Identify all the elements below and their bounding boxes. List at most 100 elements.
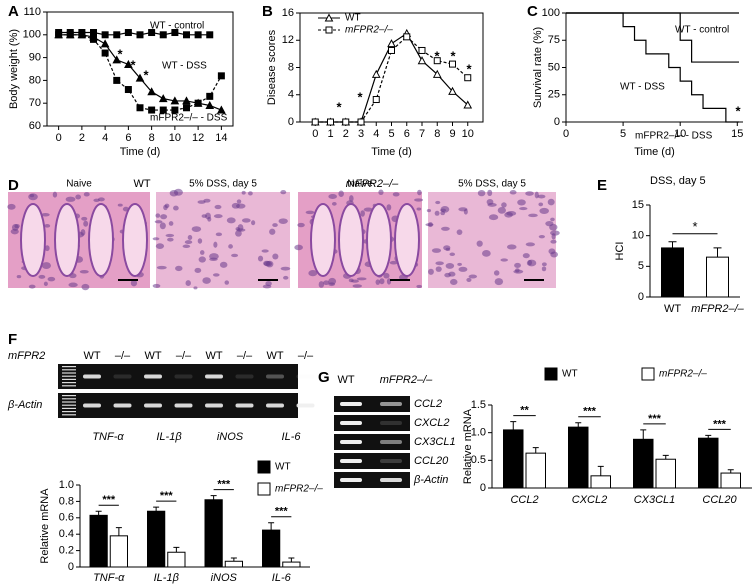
panel-label: F <box>8 331 17 348</box>
lane-label: WT <box>266 350 283 362</box>
cell <box>517 199 526 206</box>
cell <box>272 253 279 260</box>
x-tick-label: 5 <box>388 128 394 140</box>
error-bar <box>662 454 669 460</box>
cell <box>41 212 50 217</box>
cell <box>280 266 291 271</box>
cell <box>156 265 167 270</box>
x-tick-label: iNOS <box>211 572 238 584</box>
gel-band <box>144 374 162 379</box>
bar <box>503 429 524 489</box>
cell <box>493 270 500 276</box>
series-line <box>566 12 739 123</box>
error-bar <box>210 495 217 500</box>
cell <box>81 216 88 221</box>
cell <box>458 207 468 212</box>
cell <box>305 210 315 215</box>
cell <box>525 242 536 247</box>
marker <box>449 60 456 68</box>
cell <box>522 253 530 259</box>
cell <box>466 277 472 282</box>
cell <box>248 191 253 196</box>
bar <box>633 438 654 489</box>
marker <box>124 59 133 68</box>
series-line <box>58 34 222 111</box>
cell <box>202 277 211 284</box>
annotation: * <box>143 67 149 82</box>
cell <box>449 252 456 256</box>
marker <box>463 100 473 109</box>
y-tick-label: 1.0 <box>471 427 486 439</box>
cell <box>261 249 269 253</box>
cell <box>52 191 58 198</box>
cell <box>541 266 547 272</box>
row-label: CCL20 <box>414 455 449 467</box>
error-bar <box>640 429 647 440</box>
marker <box>311 118 319 126</box>
y-axis-label: Body weight (%) <box>8 29 20 109</box>
cell <box>457 262 462 266</box>
cell <box>163 204 168 211</box>
ladder-band <box>62 407 76 409</box>
y-tick-label: 4 <box>288 89 294 101</box>
error-bar <box>268 522 275 531</box>
cell <box>28 284 36 289</box>
marker <box>113 76 121 84</box>
cell <box>226 217 236 224</box>
x-tick-label: IL-6 <box>272 572 292 584</box>
marker <box>112 55 122 64</box>
cell <box>349 195 354 202</box>
marker <box>148 29 156 37</box>
error-bar <box>173 546 180 553</box>
cell <box>501 202 507 208</box>
y-tick-label: 16 <box>282 7 294 19</box>
error-bar <box>705 434 712 439</box>
cell <box>68 282 78 288</box>
series-label: WT - control <box>150 21 204 32</box>
annotation: *** <box>160 490 174 502</box>
cell <box>197 238 203 244</box>
legend-swatch <box>257 460 271 474</box>
lane-label: WT <box>337 374 354 386</box>
cell <box>251 220 256 226</box>
crypt <box>310 203 336 277</box>
y-tick-label: 0.6 <box>59 512 74 524</box>
gel-band <box>83 374 101 379</box>
panel-label: B <box>262 3 273 20</box>
cell <box>185 280 191 287</box>
gel-band <box>340 459 362 463</box>
x-tick-label: mFPR2–/– <box>691 303 744 315</box>
gene-name: IL-6 <box>282 431 302 443</box>
lane-label: WT <box>205 350 222 362</box>
ladder-band <box>62 382 76 384</box>
cell <box>198 256 206 263</box>
series-label: mFPR2–/– - DSS <box>150 113 228 124</box>
cell <box>338 190 344 197</box>
x-tick-label: 2 <box>343 128 349 140</box>
cell <box>509 190 517 195</box>
cell <box>308 270 318 277</box>
cell <box>263 261 272 267</box>
cell <box>215 232 223 237</box>
cell <box>269 228 276 235</box>
marker <box>171 29 179 37</box>
annotation: *** <box>583 406 597 418</box>
bar <box>262 529 281 568</box>
cell <box>328 282 336 287</box>
cell <box>168 221 174 226</box>
histology-image <box>428 192 556 288</box>
marker <box>372 96 380 104</box>
annotation: * <box>735 103 741 118</box>
cell <box>7 203 16 210</box>
cell <box>356 277 367 281</box>
gel-band <box>380 478 402 482</box>
gel-band <box>380 421 402 425</box>
x-tick-label: CXCL2 <box>572 494 607 506</box>
cell <box>525 191 534 196</box>
x-axis-label: Time (d) <box>371 146 412 158</box>
marker <box>124 29 132 37</box>
y-axis-label: HCI <box>614 242 626 261</box>
cell <box>257 255 264 262</box>
cell <box>550 217 555 222</box>
ladder-band <box>62 404 76 406</box>
